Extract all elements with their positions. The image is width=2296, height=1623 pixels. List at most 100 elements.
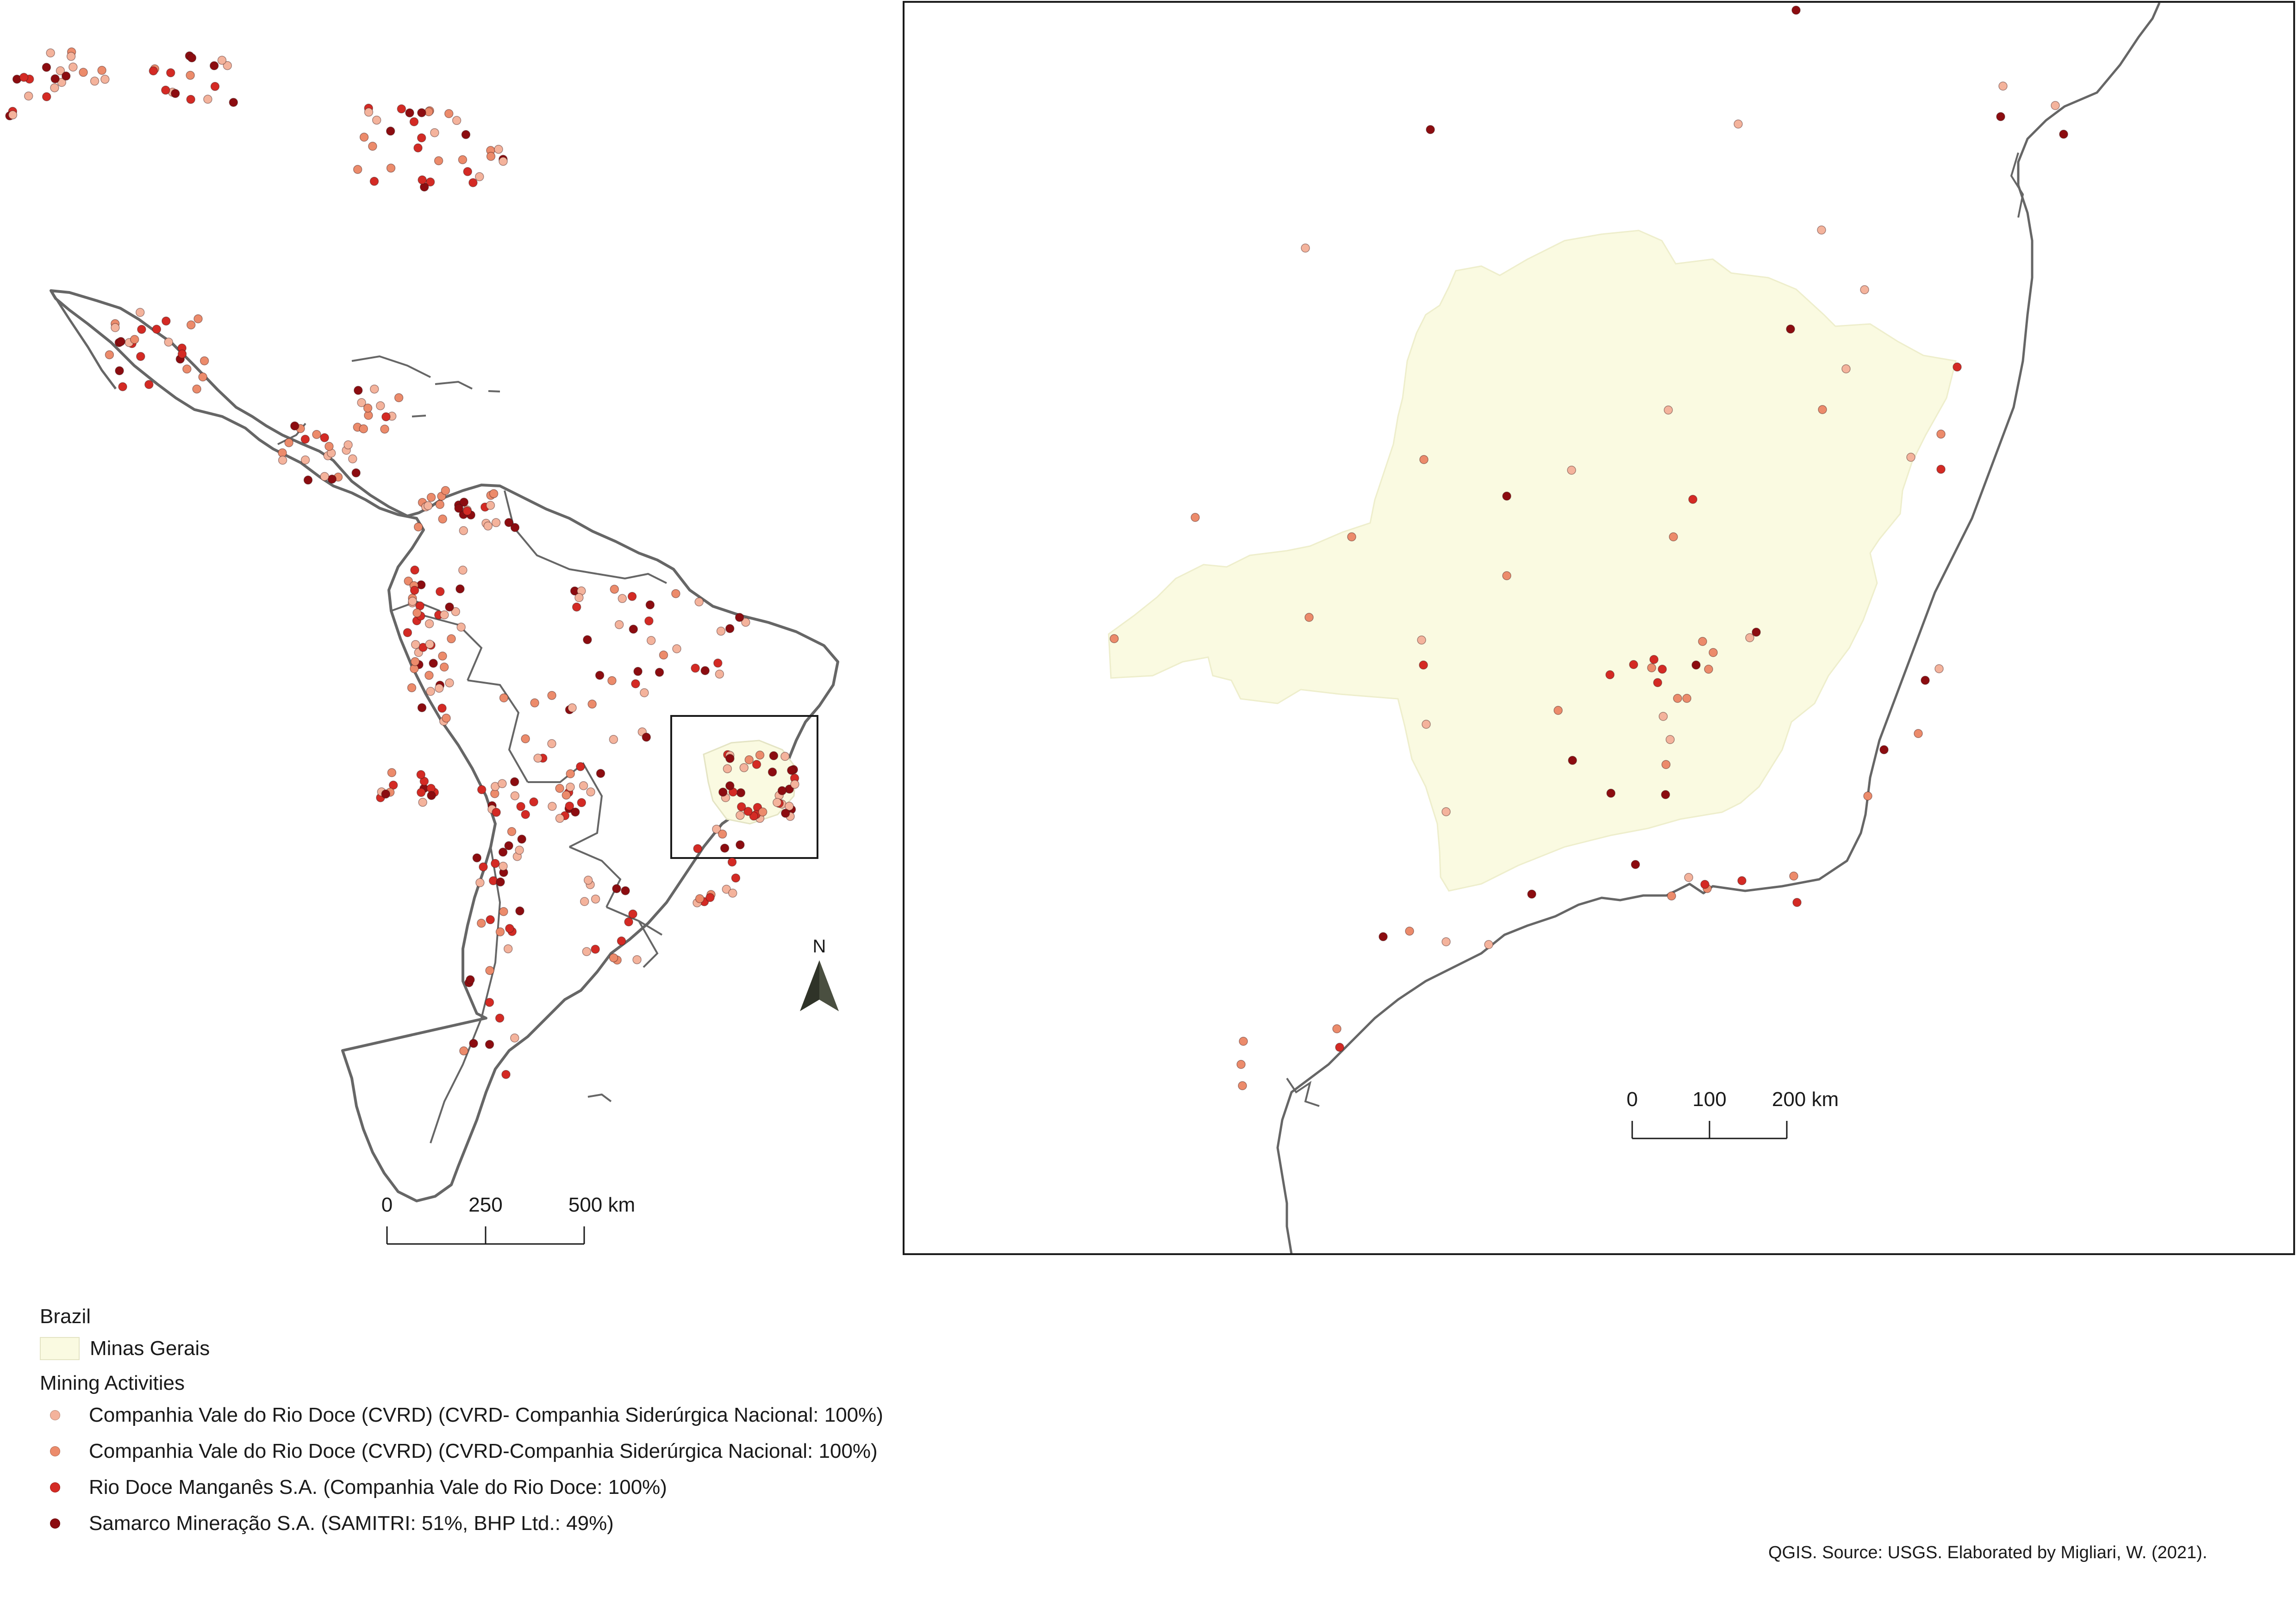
mining-site-marker (1238, 1081, 1247, 1090)
legend-label-category: Companhia Vale do Rio Doce (CVRD) (CVRD-… (89, 1404, 883, 1426)
mining-site-marker (617, 936, 626, 946)
island-cuba (351, 355, 431, 378)
mining-site-marker (100, 75, 110, 84)
mining-site-marker (715, 669, 724, 679)
mining-site-marker (1936, 429, 1946, 439)
mining-site-marker (1841, 364, 1851, 373)
mining-site-marker (24, 91, 33, 101)
mining-site-marker (631, 679, 640, 689)
mining-site-marker (1921, 676, 1930, 685)
mining-site-marker (499, 693, 509, 703)
legend-item-category: Companhia Vale do Rio Doce (CVRD) (CVRD-… (40, 1433, 1058, 1469)
mining-site-marker (655, 667, 664, 677)
mining-site-marker (621, 886, 630, 895)
mining-site-marker (1110, 634, 1119, 643)
mining-site-marker (510, 523, 520, 532)
mining-site-marker (363, 404, 373, 413)
latin-america-coastline (50, 289, 839, 1202)
mining-site-marker (376, 401, 385, 410)
mining-site-marker (731, 873, 741, 883)
mining-site-marker (426, 687, 435, 696)
border-colombia-venezuela (504, 490, 598, 575)
mining-site-marker (475, 172, 484, 181)
inset-coastline-north-detail (2010, 152, 2024, 218)
mining-site-marker (187, 53, 197, 62)
mining-site-marker (454, 504, 463, 513)
legend-label-category: Companhia Vale do Rio Doce (CVRD) (CVRD-… (89, 1440, 878, 1462)
mining-site-marker (472, 853, 482, 863)
mining-site-marker (413, 143, 423, 153)
mining-site-marker (359, 424, 368, 434)
mining-site-marker (1791, 6, 1801, 15)
mining-site-marker (425, 640, 435, 649)
mining-site-marker (1417, 635, 1426, 645)
mining-site-marker (1737, 876, 1747, 885)
mining-site-marker (404, 576, 413, 586)
mining-site-marker (1745, 633, 1754, 642)
inset-scale-label-200: 200 km (1772, 1088, 1839, 1111)
mining-site-marker (646, 636, 656, 645)
mining-site-marker (483, 521, 493, 531)
mining-site-marker (547, 739, 556, 748)
mining-site-marker (640, 688, 649, 697)
mining-site-marker (387, 768, 397, 777)
mining-site-marker (438, 651, 447, 661)
mining-site-marker (300, 455, 310, 465)
mining-site-marker (435, 500, 445, 509)
mining-site-marker (773, 798, 782, 807)
mining-site-marker (716, 627, 726, 636)
mining-site-marker (458, 155, 468, 164)
mining-site-marker (69, 62, 78, 72)
mining-site-marker (479, 862, 488, 871)
mining-site-marker (517, 834, 526, 844)
legend-dot-rio-doce (50, 1482, 60, 1492)
mining-site-marker (320, 472, 329, 481)
mining-site-marker (170, 89, 180, 98)
mining-site-marker (499, 156, 508, 166)
mining-site-marker (1704, 665, 1713, 674)
inset-frame (903, 1, 2295, 1255)
mining-site-marker (424, 501, 433, 510)
mining-site-marker (177, 349, 187, 359)
mining-site-marker (1335, 1043, 1344, 1052)
mining-site-marker (357, 398, 366, 407)
mining-site-marker (418, 175, 427, 185)
north-arrow-label: N (813, 936, 826, 957)
mining-site-marker (777, 786, 787, 796)
caribbean-islands (351, 355, 612, 1102)
mining-site-marker (409, 117, 419, 126)
legend: Brazil Minas Gerais Mining Activities Co… (40, 1303, 1058, 1542)
mining-site-marker (609, 953, 618, 963)
mining-site-marker (1673, 694, 1682, 703)
mining-site-marker (90, 76, 100, 86)
mining-site-marker (496, 877, 505, 887)
mining-site-marker (780, 752, 790, 761)
mining-site-marker (223, 61, 232, 70)
mining-site-marker (700, 666, 710, 675)
legend-dot-cvrd-b (50, 1446, 60, 1456)
mining-site-marker (609, 735, 618, 744)
mining-site-marker (725, 781, 735, 790)
mining-site-marker (418, 797, 427, 807)
mining-site-marker (659, 650, 668, 660)
mining-site-marker (741, 617, 750, 627)
mining-site-marker (752, 760, 761, 769)
mining-site-marker (521, 810, 530, 819)
overview-map: N 0 250 500 km (5, 47, 839, 1245)
mining-site-marker (499, 861, 508, 871)
mining-site-marker (1792, 898, 1802, 907)
border-bolivia (528, 762, 603, 848)
mining-site-marker (284, 438, 293, 448)
mining-site-marker (455, 584, 465, 594)
mining-site-marker (463, 167, 472, 176)
mining-site-marker (736, 840, 745, 850)
north-arrow-icon-highlight (819, 960, 839, 1011)
mining-site-marker (1441, 807, 1451, 816)
mining-site-marker (607, 676, 617, 685)
mining-site-marker (1502, 571, 1511, 580)
inset-locator-box (670, 715, 818, 859)
mining-site-marker (327, 474, 337, 484)
mining-site-marker (397, 104, 406, 114)
mining-site-marker (417, 108, 426, 118)
source-credit: QGIS. Source: USGS. Elaborated by Miglia… (1768, 1543, 2208, 1562)
